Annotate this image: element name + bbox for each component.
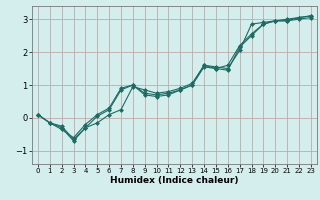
X-axis label: Humidex (Indice chaleur): Humidex (Indice chaleur) (110, 176, 239, 185)
